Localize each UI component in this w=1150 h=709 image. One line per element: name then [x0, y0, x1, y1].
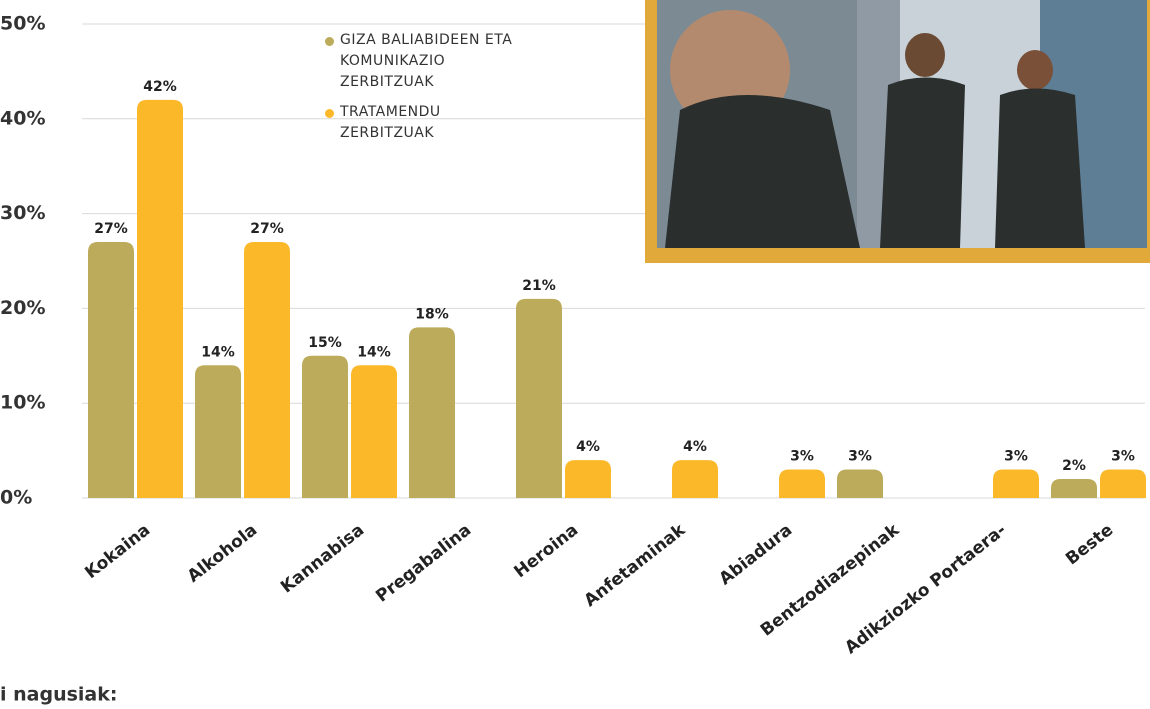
x-tick-label: Beste	[1062, 520, 1117, 569]
bar	[993, 470, 1039, 498]
y-tick-label: 30%	[0, 202, 45, 224]
y-tick-label: 40%	[0, 107, 45, 129]
bar	[244, 242, 290, 498]
x-tick-label: Kannabisa	[277, 520, 368, 597]
legend-marker	[325, 37, 334, 46]
value-label: 14%	[357, 344, 391, 360]
value-label: 3%	[1004, 449, 1028, 465]
y-tick-label: 10%	[0, 392, 45, 414]
bar	[565, 460, 611, 498]
bar	[195, 365, 241, 498]
value-label: 14%	[201, 344, 235, 360]
bar	[1051, 479, 1097, 498]
value-label: 42%	[143, 79, 177, 95]
bar	[137, 100, 183, 498]
bar	[837, 470, 883, 498]
value-label: 27%	[250, 221, 284, 237]
x-tick-label: Kokaina	[81, 520, 154, 583]
x-tick-label: Pregabalina	[372, 520, 475, 606]
value-label: 2%	[1062, 458, 1086, 474]
photo	[645, 0, 1150, 263]
chart: 27% 42% 14% 27% 15% 14% 18% 21% 4% 4% 3% 3% 3% 2% 3% i…	[0, 0, 1150, 709]
legend-label: TRATAMENDU ZERBITZUAK	[340, 102, 515, 144]
legend-marker	[325, 109, 334, 118]
legend-label: GIZA BALIABIDEEN ETA KOMUNIKAZIO ZERBITZ…	[340, 30, 515, 93]
x-tick-label: Alkohola	[184, 520, 261, 587]
bar	[1100, 470, 1146, 498]
bar	[779, 470, 825, 498]
bar	[302, 356, 348, 498]
value-label: 21%	[522, 278, 556, 294]
value-label: 15%	[308, 335, 342, 351]
footer-text: i nagusiak:	[0, 684, 117, 706]
bar	[672, 460, 718, 498]
value-label: 27%	[94, 221, 128, 237]
y-tick-label: 20%	[0, 297, 45, 319]
x-tick-label: Heroina	[511, 520, 583, 582]
bar	[409, 327, 455, 498]
bar	[516, 299, 562, 498]
y-tick-label: 0%	[0, 487, 32, 509]
value-label: 3%	[790, 449, 814, 465]
page: 27% 42% 14% 27% 15% 14% 18% 21% 4% 4% 3% 3% 3% 2% 3% i…	[0, 0, 1150, 709]
value-label: 3%	[1111, 449, 1135, 465]
value-label: 18%	[415, 306, 449, 322]
bar	[351, 365, 397, 498]
y-tick-label: 50%	[0, 13, 45, 35]
x-tick-label: Anfetaminak	[581, 520, 690, 611]
value-label: 4%	[683, 439, 707, 455]
x-tick-label: Abiadura	[715, 520, 796, 589]
value-label: 3%	[848, 449, 872, 465]
bar	[88, 242, 134, 498]
value-label: 4%	[576, 439, 600, 455]
